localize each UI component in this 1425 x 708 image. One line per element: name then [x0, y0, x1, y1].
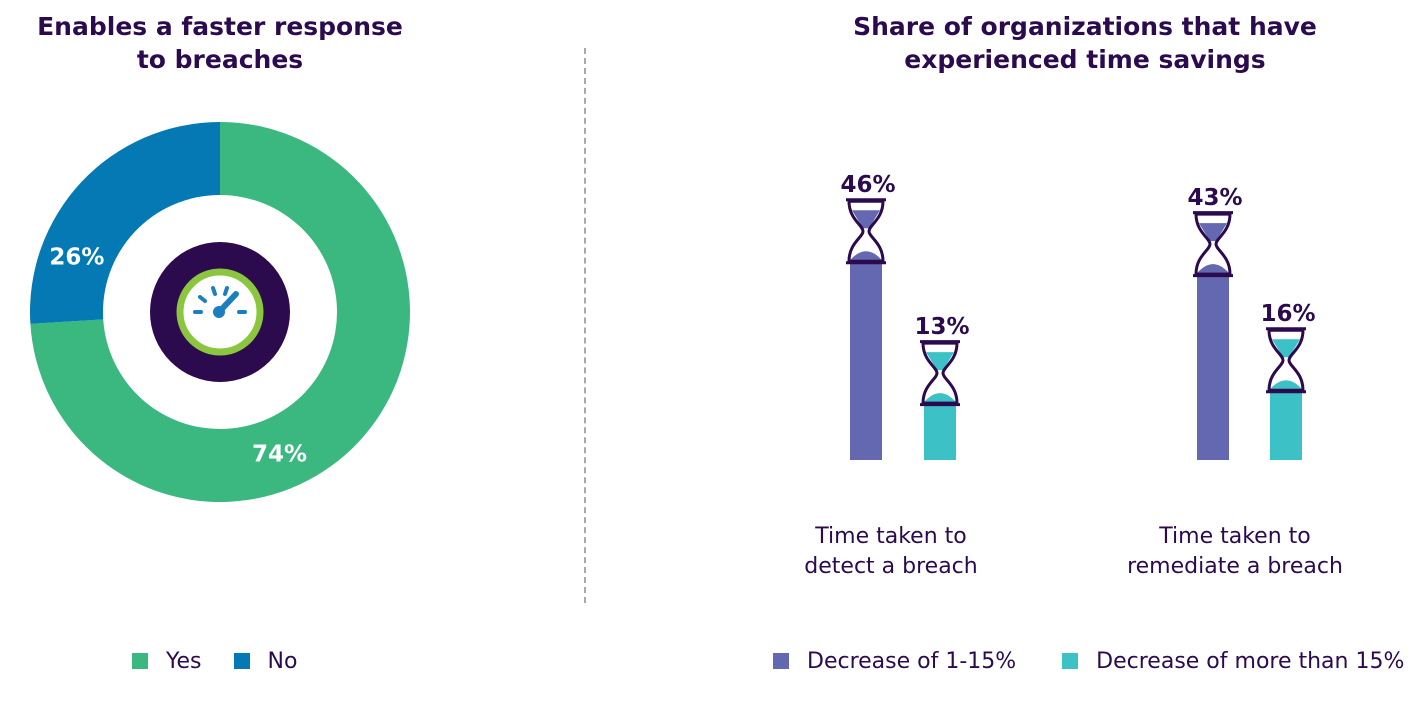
- legend-swatch-decrease-more-15: [1062, 653, 1079, 669]
- hourglass-icon: [920, 340, 960, 407]
- legend-swatch-yes: [132, 653, 148, 669]
- legend-item-yes: Yes: [132, 649, 202, 674]
- legend-label-no: No: [267, 648, 298, 674]
- hourglass-icon: [1266, 327, 1306, 394]
- category-label-remediate-line-1: Time taken to: [1159, 524, 1311, 549]
- category-label-detect: Time taken to detect a breach: [771, 522, 1011, 582]
- legend-label-decrease-more-15: Decrease of more than 15%: [1096, 648, 1405, 674]
- legend-item-no: No: [233, 648, 298, 674]
- donut-legend: Yes No: [132, 646, 329, 676]
- bar-detect-decrease-1-15: [850, 262, 882, 460]
- legend-label-decrease-1-15: Decrease of 1-15%: [807, 648, 1017, 674]
- donut-title-line-2: to breaches: [136, 45, 304, 74]
- category-label-remediate: Time taken to remediate a breach: [1105, 522, 1365, 582]
- donut-label-yes: 74%: [252, 442, 307, 468]
- legend-item-decrease-more-15: Decrease of more than 15%: [1062, 649, 1404, 674]
- legend-swatch-no: [233, 653, 250, 669]
- legend-swatch-decrease-1-15: [773, 653, 789, 669]
- bar-chart-title: Share of organizations that have experie…: [825, 10, 1345, 76]
- bar-detect-decrease-more-15: [924, 404, 956, 460]
- bar-label-detect-decrease-more-15: 13%: [914, 314, 969, 340]
- bar-remediate-decrease-more-15: [1270, 391, 1302, 460]
- category-label-detect-line-1: Time taken to: [815, 524, 967, 549]
- legend-item-decrease-1-15: Decrease of 1-15%: [773, 649, 1016, 674]
- donut-title-line-1: Enables a faster response: [37, 12, 403, 41]
- category-label-remediate-line-2: remediate a breach: [1127, 554, 1343, 579]
- hourglass-icon: [1193, 211, 1233, 278]
- section-divider: [584, 48, 586, 603]
- hourglass-icon: [846, 198, 886, 265]
- category-label-detect-line-2: detect a breach: [804, 554, 978, 579]
- donut-label-no: 26%: [49, 244, 104, 270]
- bar-label-remediate-decrease-more-15: 16%: [1260, 301, 1315, 327]
- speedometer-icon: [150, 242, 290, 382]
- bar-remediate-decrease-1-15: [1197, 275, 1229, 460]
- donut-slice-no: [29, 122, 220, 324]
- donut-slice-yes: [30, 122, 411, 502]
- donut-chart-title: Enables a faster response to breaches: [20, 10, 420, 76]
- bar-label-remediate-decrease-1-15: 43%: [1187, 185, 1242, 211]
- bar-title-line-1: Share of organizations that have: [853, 12, 1317, 41]
- donut-chart: 74% 26%: [29, 122, 411, 502]
- bar-legend: Decrease of 1-15% Decrease of more than …: [773, 646, 1404, 676]
- bar-chart: 46% 43% 13% 16%: [840, 172, 1316, 460]
- legend-label-yes: Yes: [166, 648, 202, 674]
- bar-title-line-2: experienced time savings: [904, 45, 1266, 74]
- bar-label-detect-decrease-1-15: 46%: [840, 172, 895, 198]
